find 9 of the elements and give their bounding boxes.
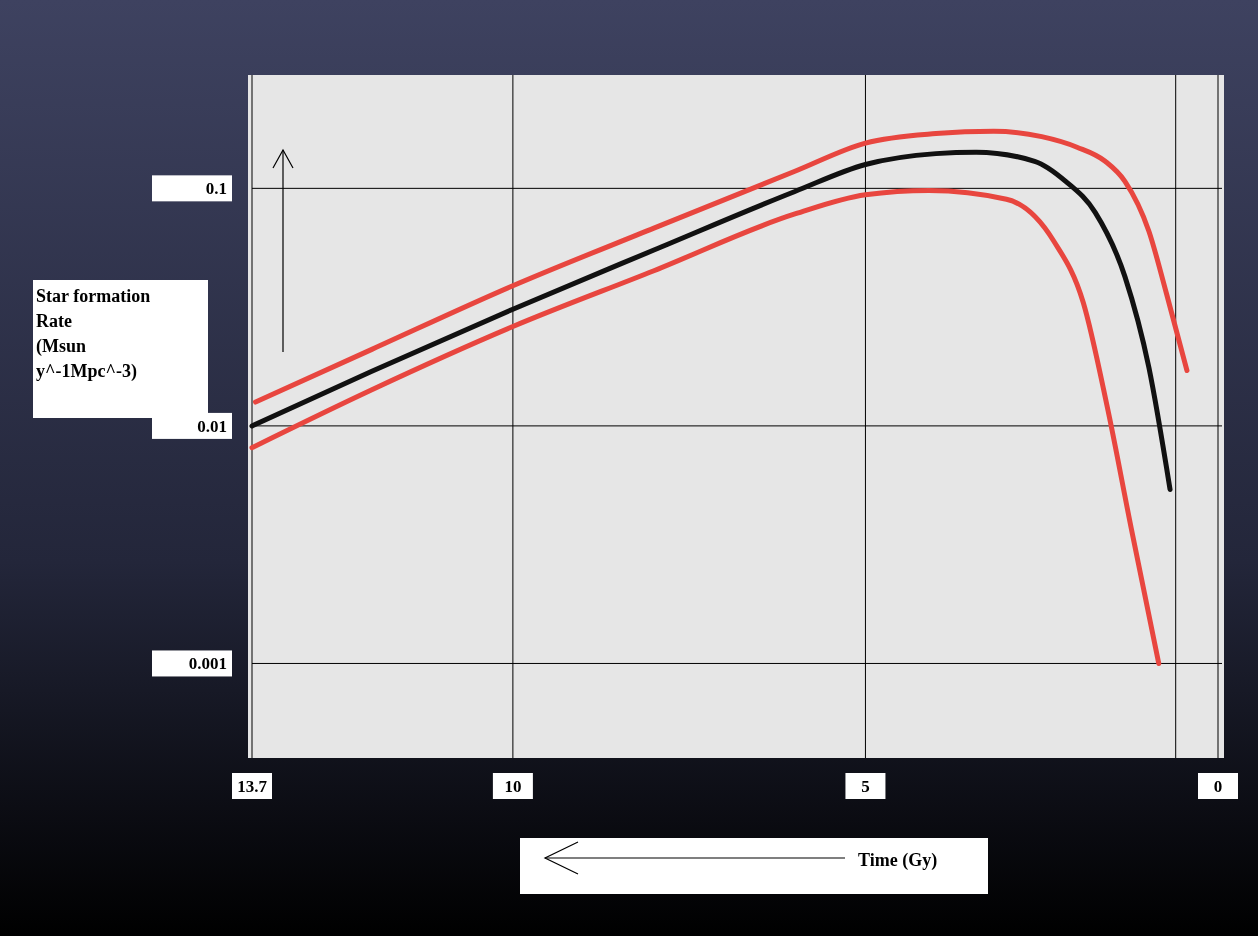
- y-tick-label: 0.01: [197, 416, 227, 436]
- y-tick-label: 0.1: [205, 179, 227, 199]
- x-tick-label: 5: [861, 777, 870, 796]
- y-axis-title: Star formation Rate (Msun y^-1Mpc^-3): [36, 286, 151, 382]
- x-tick-label: 0: [1213, 777, 1223, 796]
- y-tick-label: 0.001: [188, 654, 227, 674]
- x-tick-label: 10: [504, 777, 522, 796]
- x-axis-title: Time (Gy): [858, 850, 938, 871]
- x-tick-label: 13.7: [237, 777, 268, 796]
